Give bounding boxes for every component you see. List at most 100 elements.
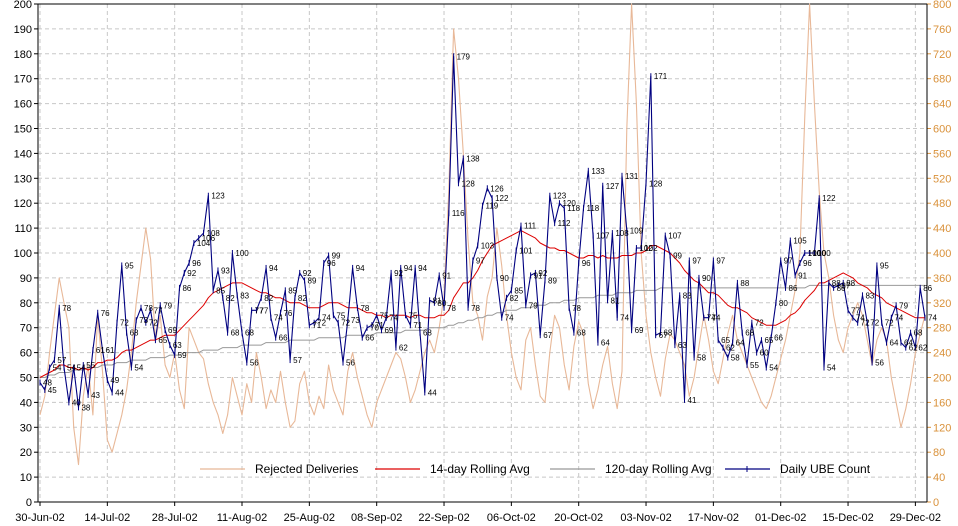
daily-data-label: 48 bbox=[43, 378, 52, 387]
daily-data-label: 44 bbox=[115, 388, 124, 397]
daily-data-label: 122 bbox=[822, 194, 836, 203]
daily-data-label: 74 bbox=[894, 314, 903, 323]
daily-data-label: 68 bbox=[577, 329, 586, 338]
right-tick-label: 320 bbox=[933, 298, 951, 310]
daily-data-label: 85 bbox=[288, 286, 297, 295]
daily-data-label: 57 bbox=[293, 356, 302, 365]
daily-data-label: 118 bbox=[587, 204, 600, 213]
daily-data-label: 107 bbox=[596, 232, 610, 241]
legend-label-14day: 14-day Rolling Avg bbox=[430, 462, 530, 476]
daily-data-label: 67 bbox=[659, 331, 668, 340]
daily-data-label: 68 bbox=[245, 329, 254, 338]
daily-data-label: 68 bbox=[130, 329, 139, 338]
daily-data-label: 76 bbox=[283, 309, 292, 318]
daily-data-label: 90 bbox=[702, 274, 711, 283]
daily-data-label: 64 bbox=[736, 339, 745, 348]
daily-data-label: 77 bbox=[255, 306, 264, 315]
daily-data-label: 74 bbox=[389, 314, 398, 323]
legend-label-120day: 120-day Rolling Avg bbox=[605, 462, 712, 476]
daily-data-label: 80 bbox=[779, 299, 788, 308]
daily-data-label: 100 bbox=[808, 249, 822, 258]
right-tick-label: 800 bbox=[933, 0, 951, 11]
daily-data-label: 73 bbox=[351, 316, 360, 325]
right-tick-label: 440 bbox=[933, 223, 951, 235]
right-tick-label: 400 bbox=[933, 248, 951, 260]
daily-data-label: 72 bbox=[885, 319, 894, 328]
daily-data-label: 91 bbox=[442, 271, 451, 280]
daily-data-label: 62 bbox=[909, 344, 918, 353]
daily-data-label: 83 bbox=[865, 291, 874, 300]
daily-data-label: 44 bbox=[428, 388, 437, 397]
daily-data-label: 109 bbox=[630, 227, 644, 236]
daily-data-label: 54 bbox=[134, 364, 143, 373]
x-axis: 30-Jun-02 14-Jul-02 28-Jul-02 11-Aug-02 25-A… bbox=[15, 3, 941, 524]
daily-data-label: 75 bbox=[380, 311, 389, 320]
daily-data-label: 38 bbox=[81, 403, 90, 412]
daily-data-label: 61 bbox=[96, 346, 105, 355]
daily-data-label: 91 bbox=[534, 271, 543, 280]
daily-data-label: 171 bbox=[654, 72, 668, 81]
daily-data-label: 82 bbox=[264, 294, 273, 303]
daily-data-label: 97 bbox=[784, 256, 793, 265]
daily-data-label: 103 bbox=[481, 242, 495, 251]
daily-data-label: 80 bbox=[437, 299, 446, 308]
daily-data-label: 78 bbox=[572, 304, 581, 313]
daily-data-label: 69 bbox=[635, 326, 644, 335]
daily-data-label: 127 bbox=[606, 182, 620, 191]
daily-data-label: 97 bbox=[476, 256, 485, 265]
left-tick-label: 190 bbox=[14, 24, 32, 36]
x-tick-label: 29-Dec-02 bbox=[890, 512, 941, 524]
daily-data-label: 89 bbox=[548, 276, 557, 285]
daily-data-label: 131 bbox=[625, 172, 639, 181]
x-tick-label: 01-Dec-02 bbox=[755, 512, 806, 524]
daily-data-label: 55 bbox=[86, 361, 95, 370]
daily-data-label: 95 bbox=[880, 261, 889, 270]
x-tick-label: 03-Nov-02 bbox=[620, 512, 671, 524]
right-tick-label: 200 bbox=[933, 373, 951, 385]
daily-data-label: 57 bbox=[57, 356, 66, 365]
daily-data-label: 66 bbox=[279, 334, 288, 343]
daily-data-label: 99 bbox=[673, 251, 682, 260]
daily-data-label: 62 bbox=[399, 344, 408, 353]
daily-data-label: 77 bbox=[154, 306, 163, 315]
daily-data-label: 72 bbox=[149, 319, 158, 328]
daily-data-label: 99 bbox=[332, 251, 341, 260]
daily-data-label: 43 bbox=[91, 391, 100, 400]
daily-data-label: 92 bbox=[394, 269, 403, 278]
daily-data-label: 94 bbox=[418, 264, 427, 273]
daily-data-label: 74 bbox=[620, 314, 629, 323]
daily-data-label: 62 bbox=[726, 344, 735, 353]
daily-data-label: 62 bbox=[918, 344, 927, 353]
left-tick-label: 80 bbox=[20, 298, 32, 310]
legend-label-daily: Daily UBE Count bbox=[780, 462, 871, 476]
daily-data-label: 68 bbox=[231, 329, 240, 338]
daily-data-label: 85 bbox=[514, 286, 523, 295]
left-tick-label: 160 bbox=[14, 99, 32, 111]
daily-data-label: 56 bbox=[875, 359, 884, 368]
daily-data-label: 60 bbox=[760, 349, 769, 358]
daily-data-label: 71 bbox=[375, 321, 384, 330]
right-tick-label: 760 bbox=[933, 24, 951, 36]
daily-data-label: 56 bbox=[346, 359, 355, 368]
daily-data-label: 118 bbox=[567, 204, 580, 213]
daily-data-label: 96 bbox=[803, 259, 812, 268]
daily-data-label: 69 bbox=[384, 326, 393, 335]
left-tick-label: 120 bbox=[14, 198, 32, 210]
right-tick-label: 0 bbox=[933, 497, 939, 509]
daily-data-label: 123 bbox=[211, 192, 225, 201]
daily-data-label: 54 bbox=[53, 364, 62, 373]
left-tick-label: 130 bbox=[14, 173, 32, 185]
x-tick-label: 15-Dec-02 bbox=[822, 512, 873, 524]
daily-data-label: 108 bbox=[615, 229, 629, 238]
daily-data-label: 73 bbox=[139, 316, 148, 325]
daily-data-label: 102 bbox=[644, 244, 658, 253]
daily-data-label: 68 bbox=[423, 329, 432, 338]
left-y-axis: 0 10 20 30 40 50 60 70 80 90 100 110 120 130 140 150 160… bbox=[14, 0, 39, 509]
right-tick-label: 600 bbox=[933, 124, 951, 136]
left-tick-label: 140 bbox=[14, 148, 32, 160]
left-tick-label: 10 bbox=[20, 472, 32, 484]
daily-data-label: 86 bbox=[923, 284, 932, 293]
left-tick-label: 180 bbox=[14, 49, 32, 61]
daily-data-label: 81 bbox=[611, 296, 620, 305]
daily-data-label: 92 bbox=[187, 269, 196, 278]
